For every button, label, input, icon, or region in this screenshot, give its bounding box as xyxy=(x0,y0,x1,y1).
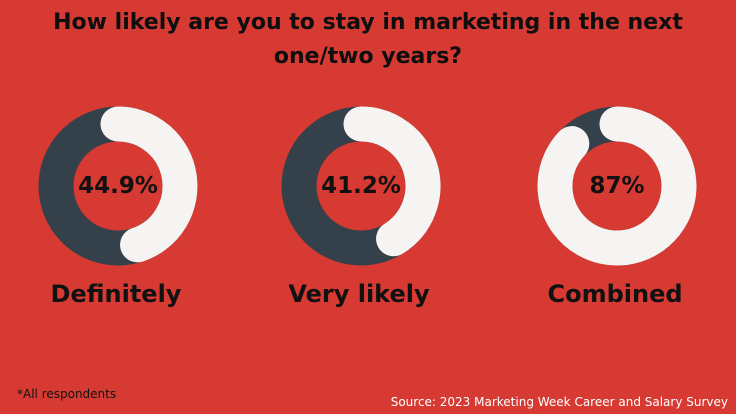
footnote: *All respondents xyxy=(17,387,117,401)
donut-very-likely-arc xyxy=(343,106,441,257)
title-line-2: one/two years? xyxy=(273,44,463,69)
label-definitely: Definitely xyxy=(50,280,182,308)
chart-title: How likely are you to stay in marketing … xyxy=(0,6,736,74)
donut-very-likely-value: 41.2% xyxy=(321,173,401,199)
donut-definitely-arc xyxy=(100,106,198,263)
label-combined: Combined xyxy=(547,280,683,308)
donut-definitely-value: 44.9% xyxy=(78,173,158,199)
donut-combined-svg xyxy=(537,106,697,266)
donut-combined: 87% xyxy=(537,106,697,266)
title-line-1: How likely are you to stay in marketing … xyxy=(53,10,683,35)
source-credit: Source: 2023 Marketing Week Career and S… xyxy=(390,395,728,409)
donut-definitely: 44.9% xyxy=(38,106,198,266)
donut-very-likely-svg xyxy=(281,106,441,266)
donut-combined-value: 87% xyxy=(589,173,645,199)
donut-very-likely: 41.2% xyxy=(281,106,441,266)
donut-combined-arc xyxy=(537,106,697,266)
donut-definitely-svg xyxy=(38,106,198,266)
label-very-likely: Very likely xyxy=(288,280,430,308)
